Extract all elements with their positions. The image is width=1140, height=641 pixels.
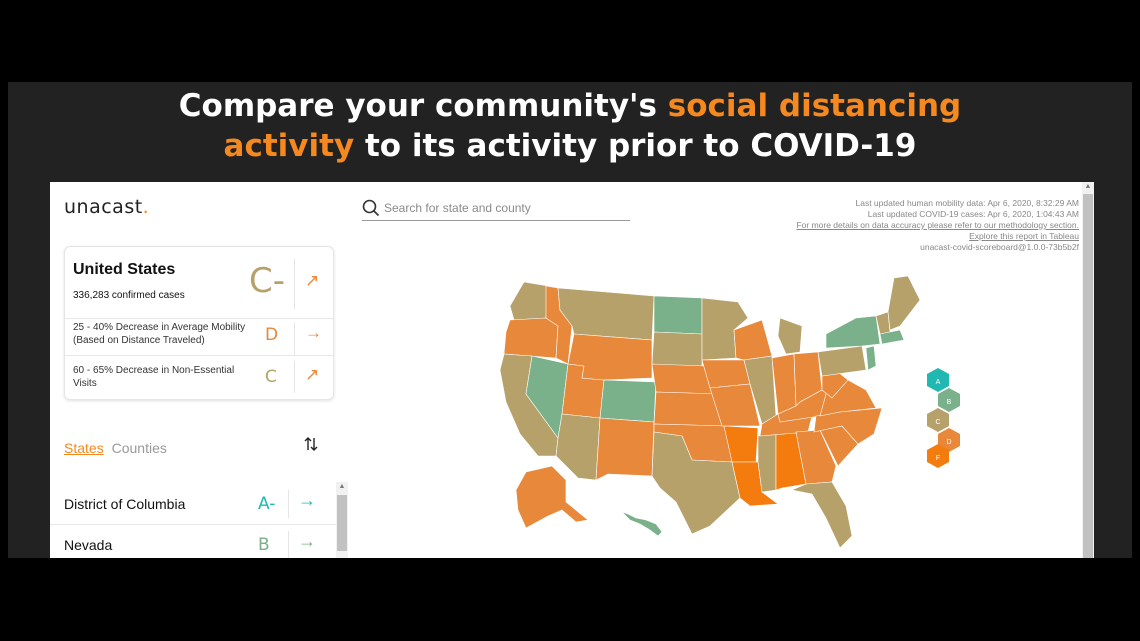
map-state-new-york[interactable] [825,315,881,349]
map-state-wisconsin[interactable] [733,319,773,361]
list-scrollbar-thumb[interactable] [337,495,347,551]
legend-grade: A [936,379,941,386]
update-info: Last updated human mobility data: Apr 6,… [796,198,1079,253]
list-item[interactable]: District of Columbia A- → [50,484,336,525]
scroll-up-icon[interactable]: ▲ [338,483,346,490]
view-tabs: States Counties [64,440,167,456]
legend-grade: C [935,419,940,426]
map-state-washington[interactable] [509,281,549,321]
mobility-metric-grade: D [265,325,279,345]
unacast-logo[interactable]: unacast. [64,196,149,218]
summary-title: United States [73,261,176,278]
grade-legend: A B C D F [927,368,960,468]
map-state-alaska[interactable] [515,465,589,529]
legend-hex [938,388,960,412]
legend-grade: F [936,455,940,462]
divider [288,490,289,518]
map-state-missouri[interactable] [709,383,761,427]
map-state-oregon[interactable] [503,317,559,359]
map-state-arizona[interactable] [555,413,601,481]
methodology-link[interactable]: For more details on data accuracy please… [796,220,1079,230]
map-state-texas[interactable] [651,431,741,535]
divider [65,318,333,319]
cases-updated-text: Last updated COVID-19 cases: Apr 6, 2020… [867,209,1079,219]
divider [288,531,289,558]
headline: Compare your community's social distanci… [0,86,1140,166]
legend-hex [927,408,949,432]
version-text: unacast-covid-scoreboard@1.0.0-73b5b2f [920,242,1079,252]
scoreboard-app: unacast. United States 336,283 confirmed… [50,182,1094,558]
map-state-indiana[interactable] [771,353,797,415]
map-state-new-mexico[interactable] [595,417,655,481]
divider [294,259,295,309]
legend-item: B [938,388,960,412]
legend-item: F [927,444,949,468]
map-state-iowa[interactable] [701,359,751,389]
logo-dot: . [142,196,150,218]
divider [294,323,295,355]
divider [294,361,295,393]
headline-part1: Compare your community's [178,88,668,124]
map-state-florida[interactable] [790,481,853,549]
state-trend-arrow-icon: → [298,490,316,510]
visits-metric-label: 60 - 65% Decrease in Non-Essential Visit… [73,365,235,389]
map-state-maine[interactable] [887,275,921,331]
tab-counties[interactable]: Counties [111,440,167,456]
headline-part2: to its activity prior to COVID-19 [354,128,917,164]
map-state-montana[interactable] [557,287,655,341]
legend-hex [927,444,949,468]
visits-metric-grade: C [265,367,277,387]
map-state-wyoming[interactable] [567,333,653,381]
map-state-massachusetts[interactable] [879,329,905,345]
search-icon[interactable] [362,199,380,222]
legend-item: A [927,368,949,392]
mobility-updated-text: Last updated human mobility data: Apr 6,… [855,198,1079,208]
trend-arrow-icon: ↗ [305,271,320,290]
state-trend-arrow-icon: → [298,531,316,551]
tab-states[interactable]: States [64,440,104,456]
state-name: Nevada [64,537,113,553]
search-bar [362,198,630,221]
divider [65,355,333,356]
page-scrollbar-thumb[interactable] [1083,194,1093,558]
state-grade: B [258,535,270,555]
sort-icon[interactable] [304,436,318,457]
legend-item: D [938,428,960,452]
scroll-up-icon[interactable]: ▲ [1084,183,1092,190]
mobility-arrow-icon: → [305,323,322,342]
legend-hex [927,368,949,392]
legend-grade: D [946,439,951,446]
mobility-metric-label: 25 - 40% Decrease in Average Mobility (B… [73,322,246,346]
search-input[interactable] [384,201,624,215]
us-map[interactable] [496,266,936,558]
state-name: District of Columbia [64,496,186,512]
map-state-pennsylvania[interactable] [817,345,867,377]
tableau-link[interactable]: Explore this report in Tableau [969,231,1079,241]
map-state-south-dakota[interactable] [651,331,703,369]
map-state-hawaii[interactable] [621,511,663,537]
visits-arrow-icon: ↗ [305,365,320,384]
headline-highlight1: social distancing [667,88,962,124]
legend-item: C [927,408,949,432]
map-state-new-jersey[interactable] [865,345,877,371]
summary-grade: C- [249,261,286,301]
headline-highlight2: activity [223,128,355,164]
map-state-mississippi[interactable] [757,433,777,493]
map-state-colorado[interactable] [599,379,657,423]
map-state-michigan[interactable] [777,317,803,355]
logo-text: unacast [64,196,143,218]
legend-grade: B [947,399,952,406]
list-item[interactable]: Nevada B → [50,525,336,558]
map-state-north-dakota[interactable] [653,295,703,335]
state-grade: A- [258,494,276,514]
national-summary-card: United States 336,283 confirmed cases C-… [64,246,334,400]
summary-cases: 336,283 confirmed cases [73,290,185,301]
legend-hex [938,428,960,452]
